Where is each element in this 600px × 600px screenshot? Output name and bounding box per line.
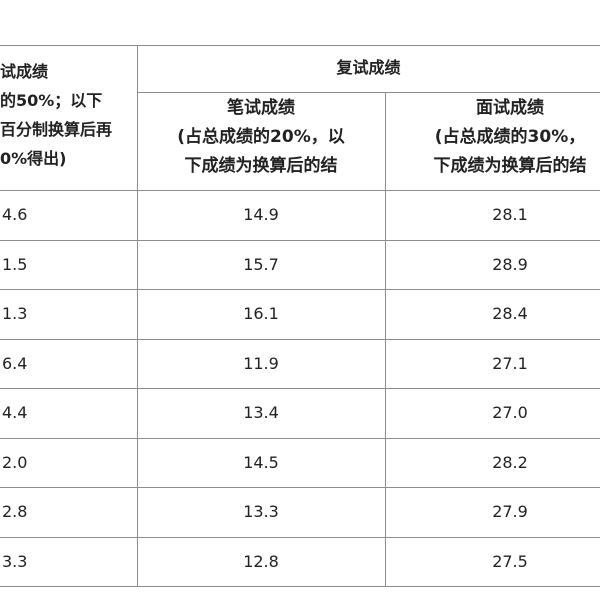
cell: 2.0 bbox=[2, 452, 28, 472]
border-line bbox=[137, 45, 138, 587]
cell: 16.1 bbox=[243, 304, 279, 323]
column-header: 下成绩为换算后的结 bbox=[184, 156, 338, 176]
border-line bbox=[137, 92, 600, 93]
border-line bbox=[0, 388, 600, 389]
cell: 12.8 bbox=[243, 551, 279, 571]
cell: 6.4 bbox=[2, 353, 28, 373]
column-header: (占总成绩的30%， bbox=[434, 127, 586, 147]
border-line bbox=[0, 487, 600, 488]
column-header: 下成绩为换算后的结 bbox=[433, 156, 587, 176]
header-text: 试成绩 bbox=[0, 62, 49, 81]
border-line bbox=[0, 239, 600, 241]
column-header: (占总成绩的20%，以 bbox=[177, 127, 345, 147]
border-line bbox=[0, 586, 600, 587]
cell: 14.9 bbox=[243, 205, 279, 224]
group-header: 复试成绩 bbox=[336, 58, 401, 77]
cell: 4.4 bbox=[2, 403, 28, 422]
cell: 1.3 bbox=[2, 304, 28, 323]
cell: 15.7 bbox=[243, 254, 279, 274]
cell: 1.5 bbox=[2, 254, 28, 274]
cell: 28.1 bbox=[492, 205, 528, 224]
cell: 11.9 bbox=[243, 353, 279, 373]
header-text: 百分制换算后再 bbox=[0, 120, 113, 139]
border-line bbox=[0, 437, 600, 439]
cell: 28.9 bbox=[492, 254, 528, 274]
header-text: 0%得出) bbox=[0, 149, 67, 168]
cell: 4.6 bbox=[2, 205, 28, 224]
border-line bbox=[0, 536, 600, 538]
border-line bbox=[0, 45, 600, 46]
cell: 27.9 bbox=[492, 502, 528, 521]
cell: 27.1 bbox=[492, 353, 528, 373]
border-line bbox=[0, 190, 600, 191]
cell: 13.3 bbox=[243, 502, 279, 521]
cell: 27.5 bbox=[492, 551, 528, 571]
column-header: 面试成绩 bbox=[476, 98, 544, 118]
cell: 3.3 bbox=[2, 551, 28, 571]
border-line bbox=[0, 338, 600, 340]
cell: 13.4 bbox=[243, 403, 279, 422]
cell: 14.5 bbox=[243, 452, 279, 472]
cell: 27.0 bbox=[492, 403, 528, 422]
cell: 28.2 bbox=[492, 452, 528, 472]
cell: 2.8 bbox=[2, 502, 28, 521]
header-text: 的50%；以下 bbox=[0, 91, 103, 110]
border-line bbox=[385, 92, 386, 587]
cell: 28.4 bbox=[492, 304, 528, 323]
border-line bbox=[0, 289, 600, 290]
column-header: 笔试成绩 bbox=[227, 98, 295, 118]
